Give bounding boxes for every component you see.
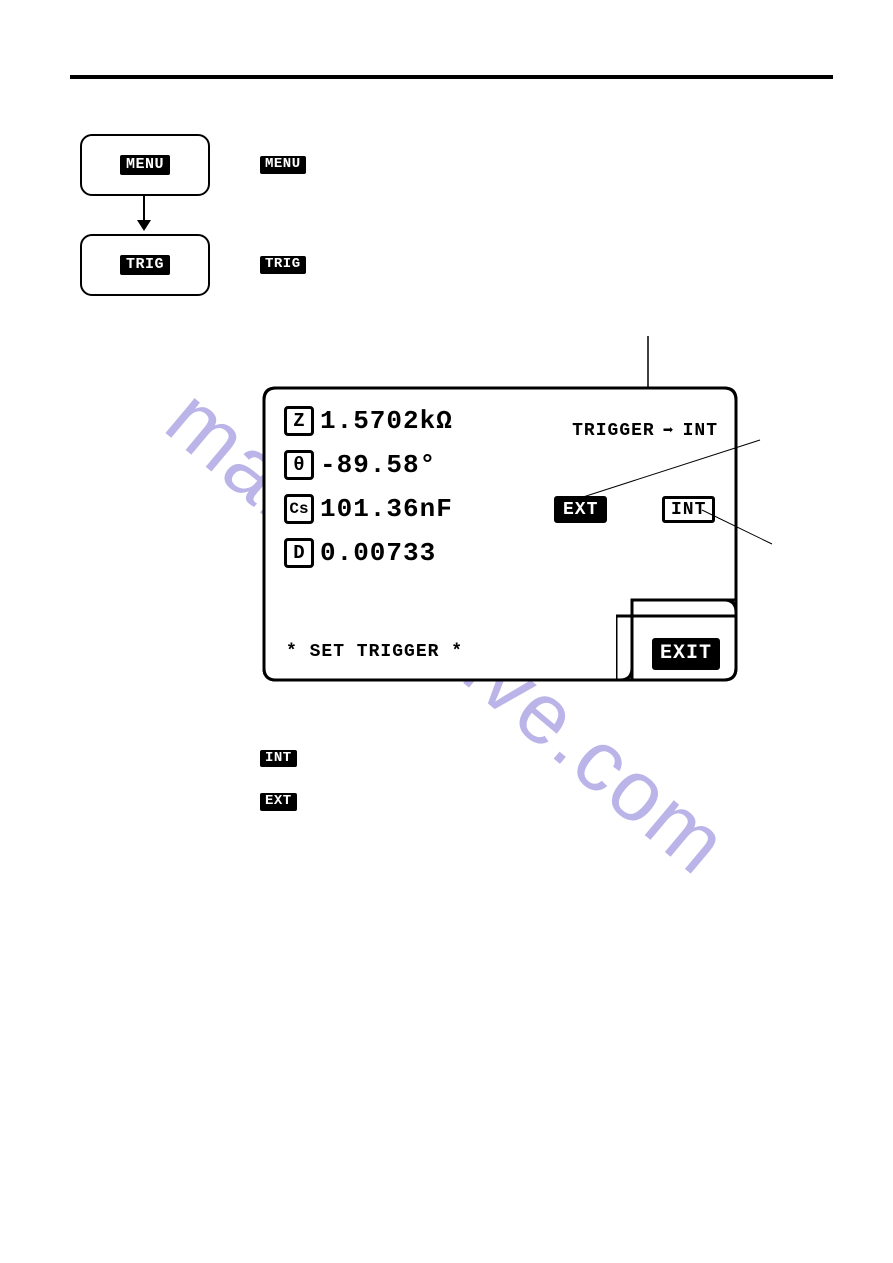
header-rule — [70, 75, 833, 79]
ext-tag-body: EXT — [260, 793, 297, 810]
flow-menu-box: MENU — [80, 134, 210, 196]
lcd-frame: Z 1.5702kΩ θ -89.58° Cs 101.36nF D 0.007… — [260, 384, 740, 684]
menu-tag-inline: MENU — [260, 156, 306, 173]
callout-lines — [260, 384, 800, 684]
option-int: INT EXT — [260, 746, 833, 811]
step-trig: TRIG — [260, 234, 833, 296]
menu-tag: MENU — [120, 155, 170, 176]
int-tag-body: INT — [260, 750, 297, 767]
trig-tag: TRIG — [120, 255, 170, 276]
flow-arrow — [80, 196, 210, 234]
trig-tag-inline: TRIG — [260, 256, 306, 273]
lcd-screenshot: Z 1.5702kΩ θ -89.58° Cs 101.36nF D 0.007… — [260, 334, 740, 704]
flow-trig-box: TRIG — [80, 234, 210, 296]
flowchart: MENU TRIG — [70, 134, 240, 296]
right-column: MENU TRIG — [260, 134, 833, 811]
step-menu: MENU — [260, 134, 833, 196]
